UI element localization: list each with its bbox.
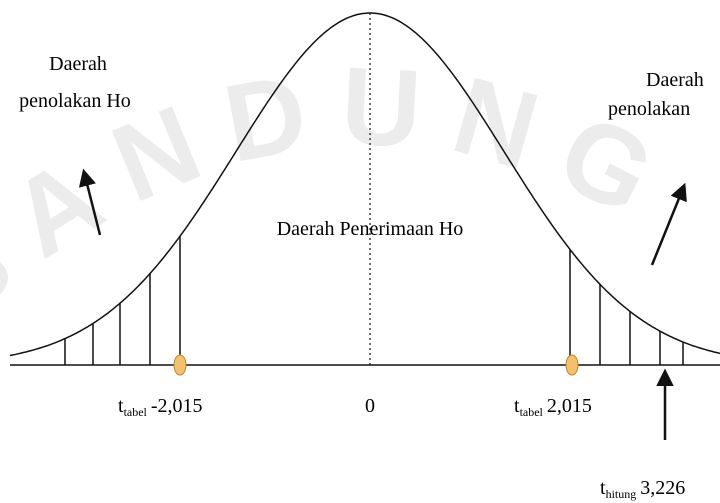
value: 3,226: [640, 477, 685, 499]
critical-point: [173, 354, 187, 376]
label: thitung 3,226: [600, 477, 685, 501]
value: -2,015: [151, 395, 203, 417]
shapes: [9, 12, 720, 365]
symbol: t: [118, 395, 124, 417]
label: penolakan: [608, 98, 690, 120]
label: Daerah: [646, 69, 704, 91]
subscript: hitung: [606, 487, 637, 501]
symbol: t: [514, 395, 520, 417]
label: ttabel -2,015: [118, 395, 203, 419]
subscript: tabel: [124, 405, 148, 419]
arrow: [650, 182, 687, 266]
label: Daerah Penerimaan Ho: [277, 218, 464, 240]
arrow: [78, 168, 102, 236]
label: ttabel 2,015: [514, 395, 592, 419]
label: Daerah: [49, 53, 107, 75]
subscript: tabel: [520, 405, 544, 419]
label: penolakan Ho: [19, 90, 131, 112]
critical-point: [565, 354, 579, 376]
symbol: t: [600, 477, 606, 499]
bell-curve: [9, 12, 720, 357]
value: 2,015: [547, 395, 592, 417]
label: 0: [365, 395, 375, 417]
